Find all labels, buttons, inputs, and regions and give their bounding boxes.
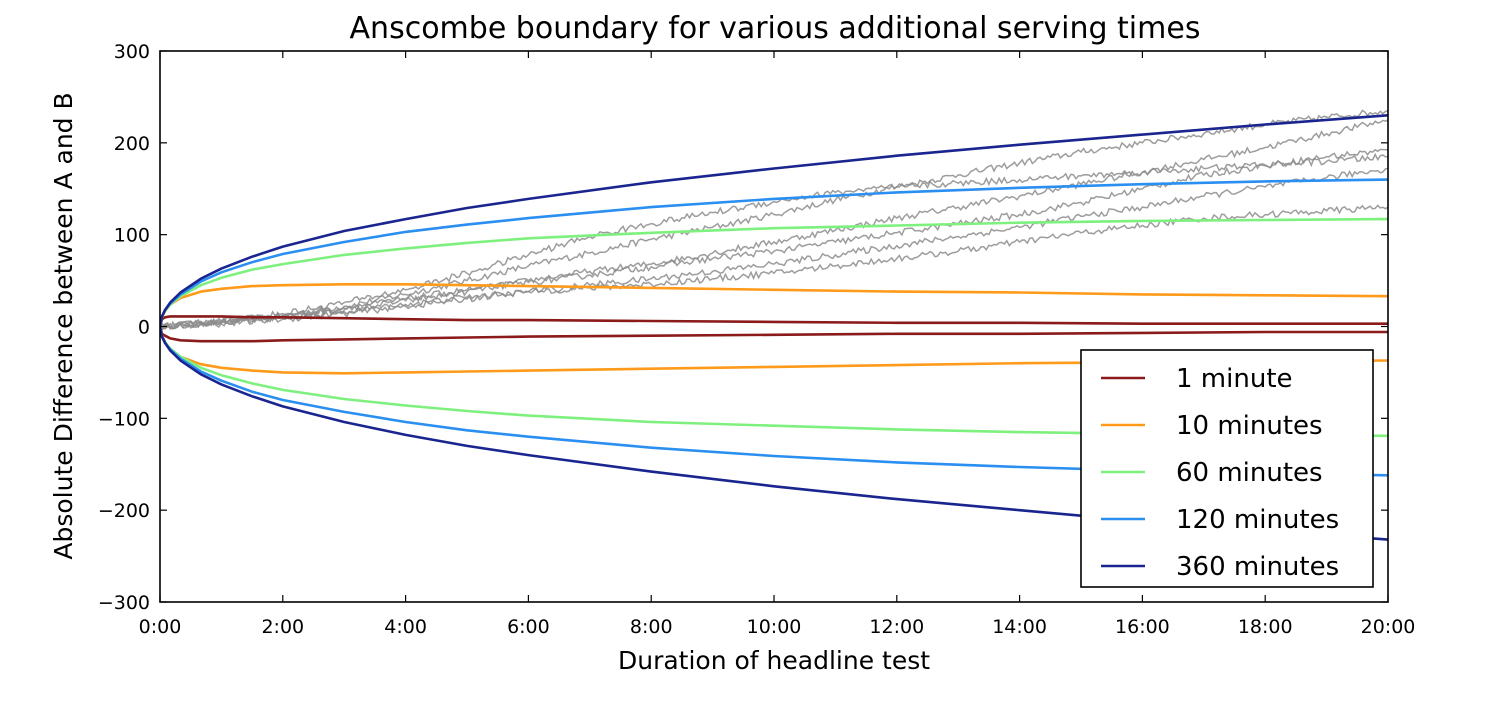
y-tick-label: −100: [98, 408, 150, 430]
legend-label-60-minutes: 60 minutes: [1176, 458, 1323, 488]
random-walk-5: [160, 204, 1388, 330]
x-tick-label: 0:00: [139, 616, 182, 638]
x-tick-label: 12:00: [869, 616, 924, 638]
boundary-1-minute-upper: [160, 315, 1388, 327]
x-tick-label: 6:00: [507, 616, 550, 638]
legend-label-120-minutes: 120 minutes: [1176, 505, 1339, 535]
x-tick-label: 20:00: [1361, 616, 1416, 638]
legend-label-360-minutes: 360 minutes: [1176, 552, 1339, 582]
boundary-360-minutes-lower: [160, 326, 1388, 541]
x-tick-label: 2:00: [261, 616, 304, 638]
x-tick-label: 10:00: [747, 616, 802, 638]
random-walk-6: [160, 152, 1388, 331]
y-axis-label: Absolute Difference between A and B: [49, 92, 78, 559]
x-axis: 0:00 2:00 4:00 6:00 8:00 10:00 12:00 14:00 16:00…: [139, 51, 1416, 638]
x-tick-label: 8:00: [630, 616, 673, 638]
legend: 1 minute 10 minutes 60 minutes 120 minutes 3…: [1080, 349, 1374, 588]
random-walk-3: [160, 148, 1388, 330]
x-tick-label: 4:00: [384, 616, 427, 638]
y-tick-label: 200: [114, 133, 150, 155]
random-walk-1: [160, 109, 1388, 331]
y-axis: −300 −200 −100 0 100 200 300: [98, 41, 1388, 614]
boundary-360-minutes-upper: [160, 114, 1388, 327]
legend-box: [1080, 349, 1374, 588]
random-walk-layer: [160, 109, 1388, 331]
y-tick-label: −300: [98, 592, 150, 614]
y-tick-label: 0: [138, 317, 150, 339]
boundary-10-minutes-upper: [160, 283, 1388, 327]
legend-label-10-minutes: 10 minutes: [1176, 411, 1323, 441]
x-tick-label: 14:00: [992, 616, 1047, 638]
y-tick-label: −200: [98, 500, 150, 522]
chart-title: Anscombe boundary for various additional…: [350, 11, 1201, 46]
y-tick-label: 100: [114, 225, 150, 247]
random-walk-2: [160, 119, 1388, 331]
boundary-1-minute-lower: [160, 326, 1388, 343]
x-tick-label: 16:00: [1115, 616, 1170, 638]
x-axis-label: Duration of headline test: [618, 646, 930, 675]
random-walk-4: [160, 167, 1388, 329]
legend-label-1-minute: 1 minute: [1176, 364, 1293, 394]
x-tick-label: 18:00: [1238, 616, 1293, 638]
y-tick-label: 300: [114, 41, 150, 63]
boundary-layer: [160, 114, 1388, 541]
